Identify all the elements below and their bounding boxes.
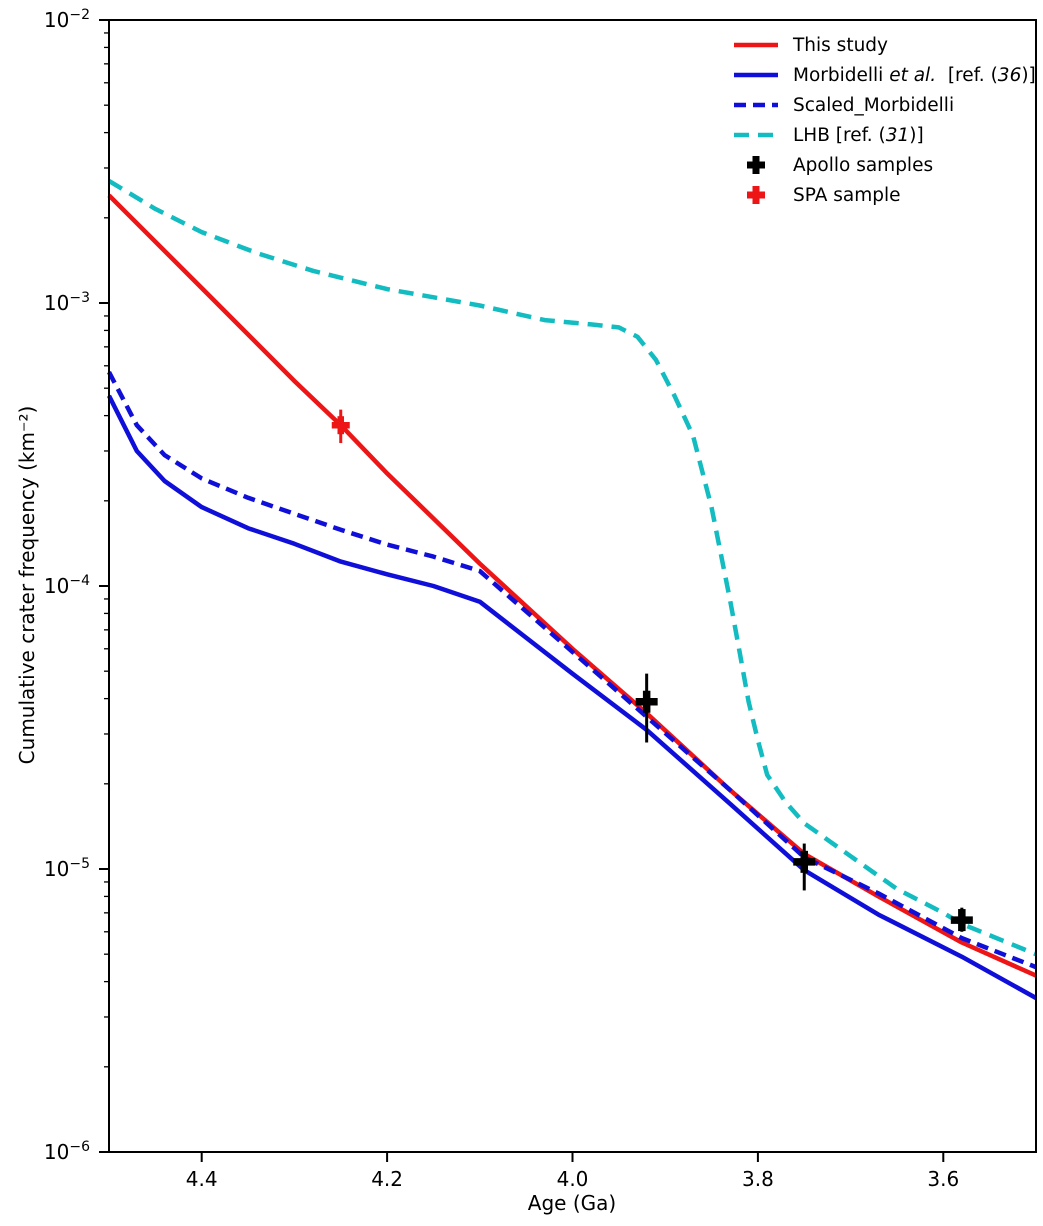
legend-label-apollo-samples: Apollo samples xyxy=(793,154,934,176)
legend-item-lhb: LHB [ref. (31)] xyxy=(733,120,1036,150)
svg-text:4.0: 4.0 xyxy=(557,1167,589,1191)
legend-label-this-study: This study xyxy=(793,34,888,56)
svg-text:4.4: 4.4 xyxy=(186,1167,218,1191)
legend-item-scaled-morbidelli: Scaled_Morbidelli xyxy=(733,90,1036,120)
this-study-line-icon xyxy=(733,35,779,55)
lhb-dashed-line-icon xyxy=(733,125,779,145)
svg-text:3.8: 3.8 xyxy=(742,1167,774,1191)
svg-text:10−2: 10−2 xyxy=(44,7,90,32)
legend-label-spa-sample: SPA sample xyxy=(793,184,901,206)
legend: This study Morbidelli et al. [ref. (36)]… xyxy=(733,30,1036,210)
spa-plus-marker-icon xyxy=(733,185,779,205)
legend-item-apollo-samples: Apollo samples xyxy=(733,150,1036,180)
morbidelli-line-icon xyxy=(733,65,779,85)
svg-text:10−6: 10−6 xyxy=(44,1139,90,1164)
legend-item-spa-sample: SPA sample xyxy=(733,180,1036,210)
y-axis-title: Cumulative crater frequency (km⁻²) xyxy=(15,405,39,765)
legend-label-morbidelli: Morbidelli et al. [ref. (36)] xyxy=(793,64,1036,86)
svg-text:3.6: 3.6 xyxy=(927,1167,959,1191)
x-axis-title: Age (Ga) xyxy=(527,1191,617,1215)
svg-text:10−4: 10−4 xyxy=(44,573,90,598)
svg-text:10−3: 10−3 xyxy=(44,290,90,315)
scaled-morbidelli-dashed-line-icon xyxy=(733,95,779,115)
legend-item-this-study: This study xyxy=(733,30,1036,60)
legend-item-morbidelli: Morbidelli et al. [ref. (36)] xyxy=(733,60,1036,90)
legend-label-lhb: LHB [ref. (31)] xyxy=(793,124,924,146)
apollo-plus-marker-icon xyxy=(733,155,779,175)
legend-label-scaled-morbidelli: Scaled_Morbidelli xyxy=(793,94,955,116)
svg-text:4.2: 4.2 xyxy=(371,1167,403,1191)
svg-text:10−5: 10−5 xyxy=(44,856,90,881)
